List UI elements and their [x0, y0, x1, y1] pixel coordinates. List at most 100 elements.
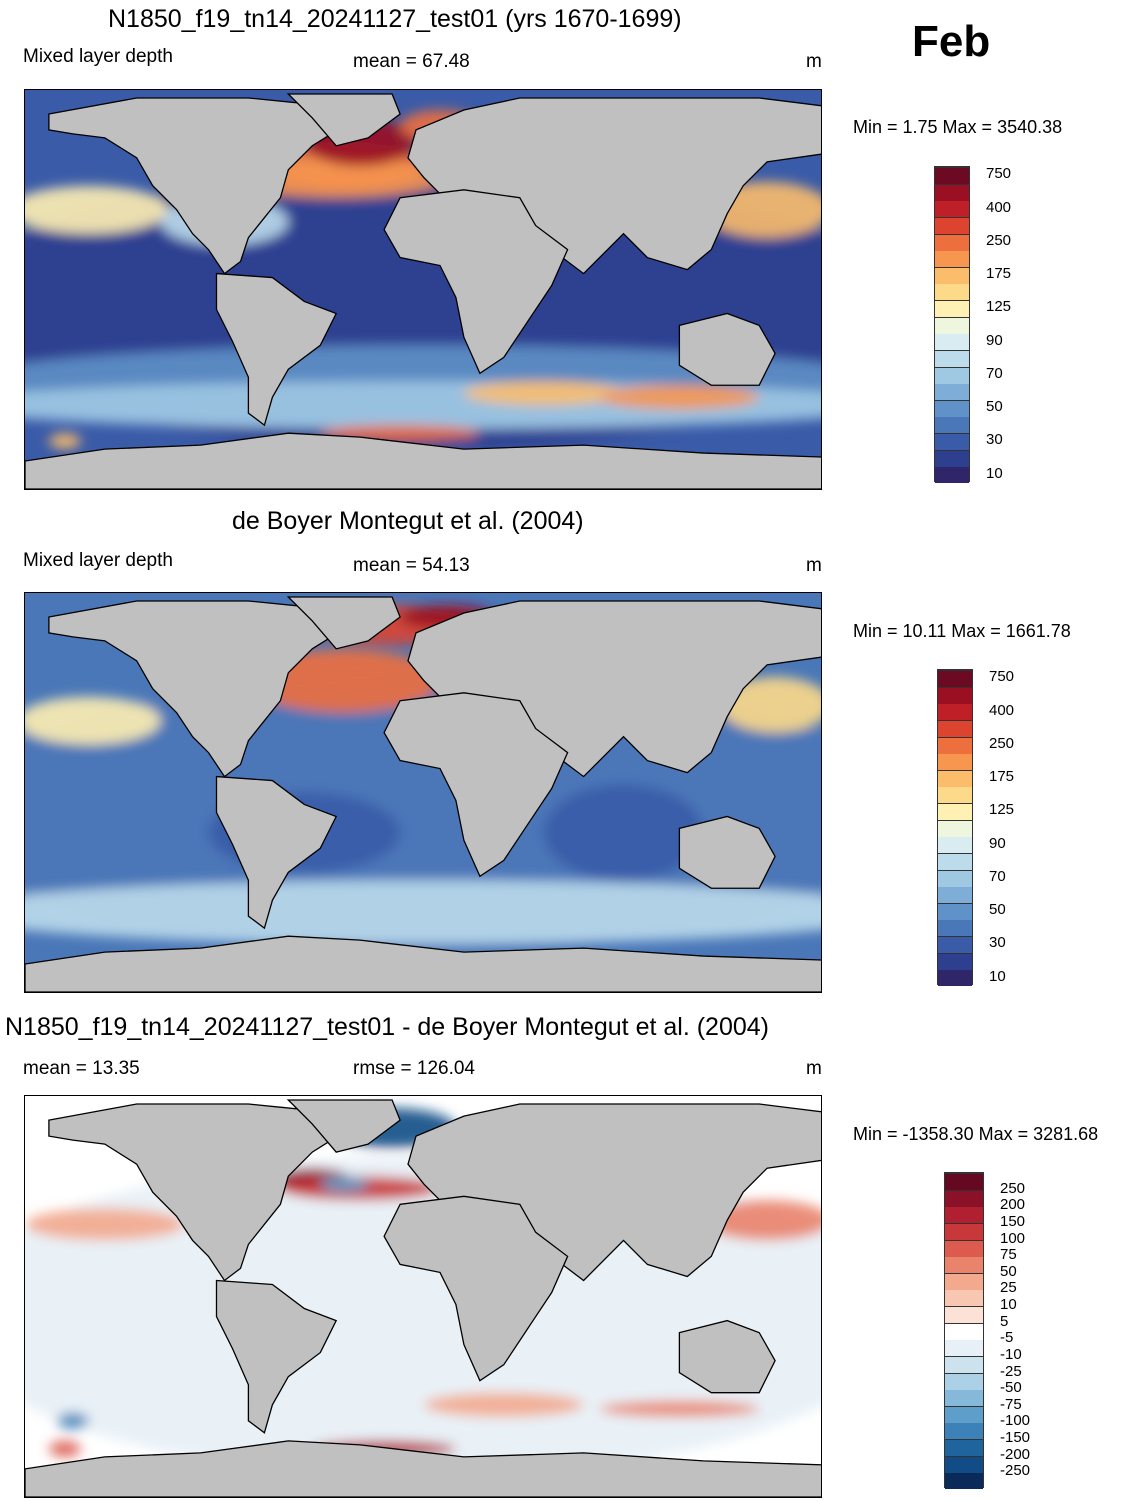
land-antarctica: [25, 935, 821, 992]
panel3-rmse-label: rmse = 126.04: [353, 1058, 475, 1079]
land-greenland: [286, 596, 401, 650]
panel1-unit-label: m: [806, 51, 822, 72]
colorbar-swatch: [935, 416, 969, 434]
colorbar-swatch: [945, 1272, 983, 1290]
colorbar-swatch: [945, 1256, 983, 1274]
panel3-title: N1850_f19_tn14_20241127_test01 - de Boye…: [5, 1013, 769, 1041]
colorbar-swatch: [945, 1322, 983, 1340]
colorbar-swatch: [935, 349, 969, 367]
land-australia: [678, 1319, 776, 1394]
panel1-mean-label: mean = 67.48: [353, 51, 470, 72]
field-anomaly: [25, 1208, 185, 1241]
colorbar-tick-label: 50: [986, 398, 1003, 416]
colorbar-swatch: [935, 333, 969, 351]
land-greenland: [286, 93, 401, 147]
colorbar-swatch: [945, 1422, 983, 1440]
colorbar-tick-label: 90: [989, 834, 1006, 852]
colorbar-swatch: [938, 852, 972, 870]
colorbar-swatch: [935, 167, 969, 184]
field-anomaly: [599, 1400, 760, 1417]
panel2-variable-label: Mixed layer depth: [23, 550, 173, 571]
field-anomaly: [25, 696, 161, 745]
colorbar-tick-label: 30: [986, 431, 1003, 449]
colorbar-swatch: [945, 1339, 983, 1357]
colorbar-tick-label: 25: [1000, 1279, 1017, 1297]
colorbar-tick-label: -10: [1000, 1345, 1022, 1363]
colorbar-tick-label: 30: [989, 934, 1006, 952]
colorbar-swatch: [935, 316, 969, 334]
colorbar-tick-label: -200: [1000, 1445, 1031, 1463]
colorbar-tick-label: 250: [986, 231, 1012, 249]
colorbar-swatch: [935, 216, 969, 234]
land-samerica: [215, 272, 338, 427]
land-australia: [678, 815, 776, 889]
colorbar-tick-label: 90: [986, 331, 1003, 349]
colorbar-swatch: [945, 1455, 983, 1473]
colorbar-swatch: [935, 266, 969, 284]
colorbar-tick-label: 250: [989, 734, 1015, 752]
colorbar-swatch: [938, 703, 972, 721]
panel2-minmax-label: Min = 10.11 Max = 1661.78: [853, 621, 1071, 641]
colorbar-tick-label: -25: [1000, 1362, 1022, 1380]
field-anomaly: [463, 381, 624, 406]
colorbar-swatch: [945, 1173, 983, 1190]
field-anomaly: [48, 1440, 81, 1457]
colorbar-swatch: [935, 200, 969, 218]
map-canvas: [25, 90, 821, 489]
panel1-minmax-label: Min = 1.75 Max = 3540.38: [853, 117, 1063, 137]
land-samerica: [215, 775, 338, 930]
panel2-title: de Boyer Montegut et al. (2004): [232, 507, 584, 535]
colorbar-swatches: [937, 669, 973, 987]
colorbar-swatch: [945, 1439, 983, 1457]
colorbar-swatch: [938, 836, 972, 854]
colorbar-tick-label: 750: [986, 165, 1012, 183]
colorbar-swatch: [945, 1222, 983, 1240]
land-africa: [383, 189, 569, 375]
field-anomaly: [599, 385, 760, 410]
field-anomaly: [25, 185, 169, 234]
land-antarctica: [25, 1440, 821, 1497]
colorbar-tick-label: 10: [989, 967, 1006, 985]
colorbar-swatch: [945, 1189, 983, 1207]
colorbar-swatch: [945, 1206, 983, 1224]
land-africa: [383, 1195, 569, 1382]
colorbar-swatch: [945, 1472, 983, 1490]
month-label: Feb: [912, 17, 991, 66]
field-anomaly: [719, 676, 821, 733]
colorbar-swatch: [938, 819, 972, 837]
colorbar-swatch: [938, 869, 972, 887]
land-africa: [383, 692, 569, 878]
land-greenland: [286, 1099, 401, 1153]
colorbar-tick-label: 75: [1000, 1246, 1017, 1264]
field-anomaly: [25, 880, 821, 945]
panel2-map: [24, 592, 822, 993]
colorbar-swatch: [938, 686, 972, 704]
field-anomaly: [424, 1392, 584, 1417]
colorbar-tick-label: 175: [989, 768, 1015, 786]
colorbar-swatch: [945, 1239, 983, 1257]
colorbar-swatch: [938, 753, 972, 771]
field-anomaly: [48, 433, 81, 450]
land-australia: [678, 312, 776, 386]
panel2-unit-label: m: [806, 555, 822, 576]
colorbar-swatch: [935, 433, 969, 451]
panel1-title: N1850_f19_tn14_20241127_test01 (yrs 1670…: [108, 5, 682, 33]
colorbar-swatch: [938, 736, 972, 754]
colorbar-tick-label: 5: [1000, 1312, 1009, 1330]
colorbar-swatch: [938, 969, 972, 987]
colorbar-swatch: [935, 466, 969, 484]
panel1-map: [24, 89, 822, 490]
colorbar-swatch: [938, 719, 972, 737]
colorbar-tick-label: 250: [1000, 1179, 1026, 1197]
colorbar-swatch: [935, 366, 969, 384]
colorbar-tick-label: 50: [1000, 1262, 1017, 1280]
colorbar-swatch: [935, 250, 969, 268]
colorbar-tick-label: 10: [986, 464, 1003, 482]
colorbar-tick-label: 175: [986, 265, 1012, 283]
land-samerica: [215, 1279, 338, 1434]
colorbar-tick-label: 100: [1000, 1229, 1026, 1247]
colorbar-swatch: [935, 300, 969, 318]
colorbar-tick-label: 70: [989, 867, 1006, 885]
colorbar-swatch: [945, 1389, 983, 1407]
panel3-minmax-label: Min = -1358.30 Max = 3281.68: [853, 1124, 1099, 1144]
